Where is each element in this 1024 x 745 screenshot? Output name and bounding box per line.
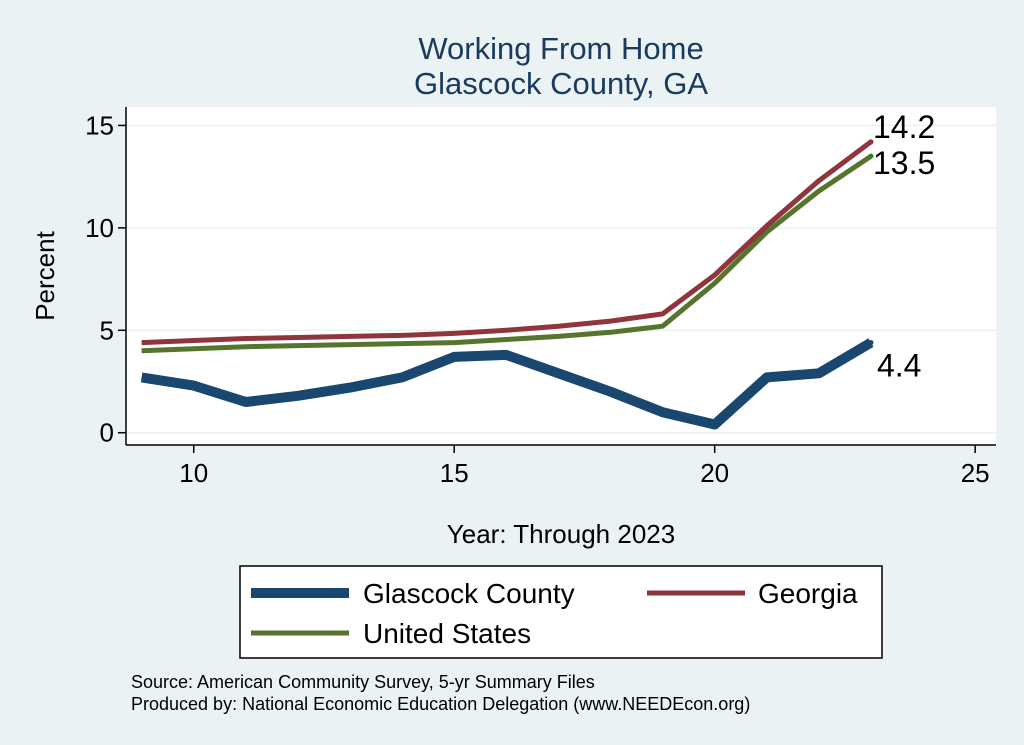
gridlines [126,124,996,434]
y-axis-ticks: 0 5 10 15 [85,110,126,448]
x-axis-ticks: 10 15 20 25 [179,445,990,488]
legend-label-glascock-county: Glascock County [363,578,575,609]
series-line-georgia [141,139,873,346]
x-tick-label-10: 10 [179,458,208,488]
chart-title-line-1: Working From Home [418,31,703,66]
y-tick-label-10: 10 [85,213,114,243]
legend-box [239,565,883,659]
end-labels: 4.4 14.213.5 [873,109,935,384]
y-tick-label-5: 5 [100,315,114,345]
series-end-point-glascock-county [868,340,874,346]
series-line-glascock-county [140,338,874,430]
source-note: Source: American Community Survey, 5-yr … [131,672,595,692]
y-axis-title: Percent [30,230,60,320]
x-tick-label-25: 25 [961,458,990,488]
end-label-glascock-county: 4.4 [877,348,921,384]
y-tick-label-15: 15 [85,110,114,140]
produced-by-note: Produced by: National Economic Education… [131,694,750,714]
legend: Glascock County Georgia United States [239,565,883,659]
x-tick-label-15: 15 [440,458,469,488]
series-end-point-united-states [868,153,874,159]
x-axis-title: Year: Through 2023 [447,519,675,549]
series-layer [140,139,874,430]
plot-area [126,107,996,445]
x-tick-label-20: 20 [700,458,729,488]
legend-label-georgia: Georgia [758,578,858,609]
legend-label-united-states: United States [363,618,531,649]
series-end-point-georgia [868,139,874,145]
end-label-united-states: 13.5 [873,145,935,181]
end-label-georgia: 14.2 [873,109,935,145]
series-line-united-states [141,154,873,354]
chart-title-line-2: Glascock County, GA [414,66,708,101]
y-tick-label-0: 0 [100,418,114,448]
